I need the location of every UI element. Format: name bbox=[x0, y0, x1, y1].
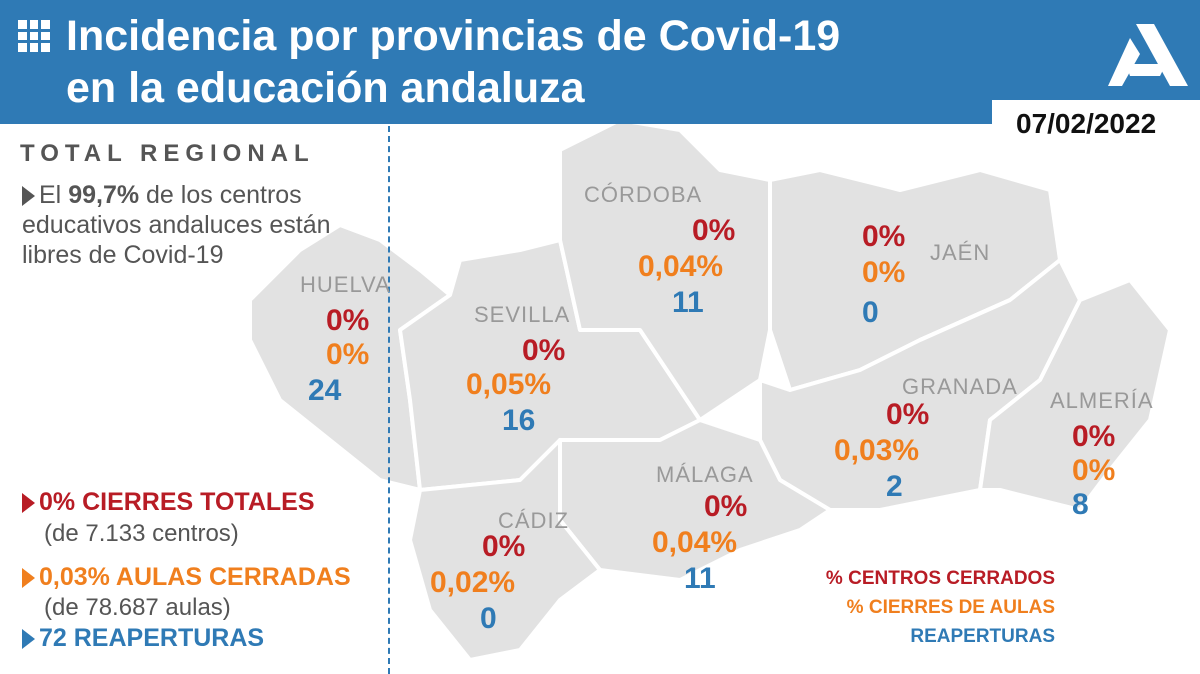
title-line-1: Incidencia por provincias de Covid-19 bbox=[66, 12, 841, 60]
province-name: ALMERÍA bbox=[1050, 388, 1154, 413]
reaperturas-label: 72 REAPERTURAS bbox=[39, 624, 265, 652]
province-name: CÓRDOBA bbox=[584, 182, 703, 207]
province-cadiz bbox=[408, 438, 602, 662]
province-aulas: 0,05% bbox=[466, 368, 552, 401]
triangle-icon bbox=[22, 493, 35, 514]
province-aulas: 0,04% bbox=[638, 250, 724, 283]
province-reaperturas: 0 bbox=[862, 296, 879, 329]
cierres-totales-label: 0% CIERRES TOTALES bbox=[39, 488, 315, 516]
province-reaperturas: 16 bbox=[502, 404, 536, 437]
province-aulas: 0,03% bbox=[834, 434, 920, 467]
grid-icon bbox=[18, 20, 50, 52]
province-reaperturas: 11 bbox=[684, 562, 716, 595]
cierres-totales-sub: (de 7.133 centros) bbox=[44, 520, 239, 547]
province-name: JAÉN bbox=[930, 240, 991, 265]
summary-prefix: El bbox=[39, 181, 62, 209]
province-centros: 0% bbox=[862, 220, 906, 253]
province-centros: 0% bbox=[326, 304, 370, 337]
date-box bbox=[992, 100, 1200, 146]
triangle-icon bbox=[22, 629, 35, 650]
province-reaperturas: 11 bbox=[672, 286, 704, 319]
province-centros: 0% bbox=[692, 214, 736, 247]
title-line-2: en la educación andaluza bbox=[66, 64, 585, 112]
regional-summary: El 99,7% de los centros educativos andal… bbox=[22, 180, 362, 270]
province-name: MÁLAGA bbox=[656, 462, 754, 487]
province-malaga bbox=[558, 418, 832, 582]
province-centros: 0% bbox=[482, 530, 526, 563]
province-almeria bbox=[978, 278, 1172, 512]
regional-title: TOTAL REGIONAL bbox=[20, 140, 315, 167]
aulas-cerradas-label: 0,03% AULAS CERRADAS bbox=[39, 563, 351, 591]
key-centros: % CENTROS CERRADOS bbox=[825, 568, 1055, 589]
province-aulas: 0,02% bbox=[430, 566, 516, 599]
province-reaperturas: 24 bbox=[308, 374, 342, 407]
province-centros: 0% bbox=[704, 490, 748, 523]
province-aulas: 0% bbox=[862, 256, 906, 289]
cierres-totales: 0% CIERRES TOTALES bbox=[22, 488, 315, 517]
divider bbox=[388, 126, 390, 674]
province-aulas: 0% bbox=[1072, 454, 1116, 487]
province-name: CÁDIZ bbox=[498, 508, 569, 533]
page-title: Incidencia por provincias de Covid-19 en… bbox=[66, 10, 840, 114]
province-aulas: 0,04% bbox=[652, 526, 738, 559]
key-reaperturas: REAPERTURAS bbox=[910, 626, 1055, 647]
triangle-icon bbox=[22, 186, 35, 207]
province-name: SEVILLA bbox=[474, 302, 571, 327]
triangle-icon bbox=[22, 568, 35, 589]
junta-andalucia-logo bbox=[1108, 24, 1188, 86]
key-aulas: % CIERRES DE AULAS bbox=[846, 597, 1055, 618]
province-reaperturas: 2 bbox=[886, 470, 903, 503]
summary-value: 99,7% bbox=[68, 181, 140, 209]
reaperturas: 72 REAPERTURAS bbox=[22, 624, 264, 653]
date: 07/02/2022 bbox=[1016, 108, 1157, 139]
province-name: HUELVA bbox=[300, 272, 391, 297]
province-reaperturas: 0 bbox=[480, 602, 497, 635]
province-centros: 0% bbox=[1072, 420, 1116, 453]
province-centros: 0% bbox=[886, 398, 930, 431]
province-reaperturas: 8 bbox=[1072, 488, 1089, 521]
province-centros: 0% bbox=[522, 334, 566, 367]
aulas-cerradas-sub: (de 78.687 aulas) bbox=[44, 594, 231, 621]
province-aulas: 0% bbox=[326, 338, 370, 371]
province-name: GRANADA bbox=[902, 374, 1018, 399]
summary-rest: de los centros educativos andaluces está… bbox=[22, 181, 331, 269]
aulas-cerradas: 0,03% AULAS CERRADAS bbox=[22, 563, 351, 592]
